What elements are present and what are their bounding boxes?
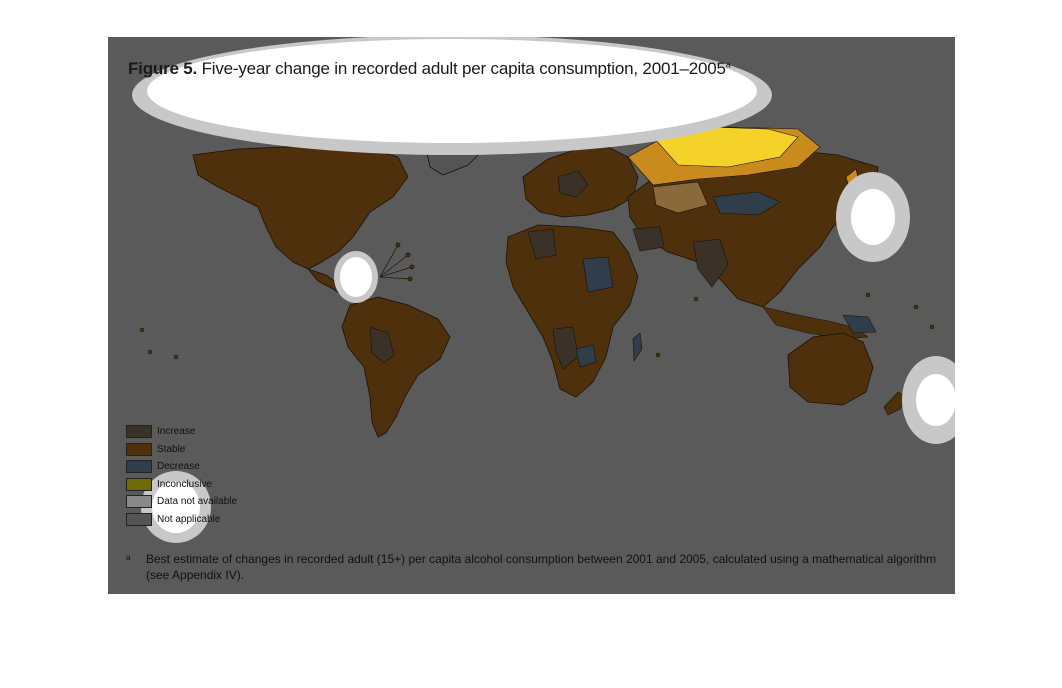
europe-increase xyxy=(557,170,589,198)
africa-increase-central xyxy=(552,326,579,370)
japan-overlay xyxy=(836,172,910,262)
legend-overlay xyxy=(141,471,211,543)
south-america-increase xyxy=(369,326,395,364)
figure-label: Figure 5. xyxy=(128,59,198,78)
figure-title-text: Five-year change in recorded adult per c… xyxy=(201,59,726,78)
legend-item: Not applicable xyxy=(126,511,237,529)
mongolia-decrease xyxy=(712,191,781,216)
footnote: a Best estimate of changes in recorded a… xyxy=(126,551,941,583)
figure-title: Figure 5. Five-year change in recorded a… xyxy=(128,59,731,79)
kazakhstan-highlight xyxy=(652,181,709,214)
legend-swatch xyxy=(126,425,152,439)
legend-item: Data not available xyxy=(126,493,237,511)
new-zealand-overlay xyxy=(902,356,955,444)
legend-swatch xyxy=(126,495,152,509)
papua-decrease xyxy=(842,314,877,334)
africa-decrease-sudan xyxy=(582,256,614,293)
legend-label: Increase xyxy=(157,426,196,438)
legend-item: Inconclusive xyxy=(126,476,237,494)
legend-swatch xyxy=(126,442,152,456)
africa-region xyxy=(505,224,639,398)
south-america-region xyxy=(341,296,451,438)
legend-swatch xyxy=(126,512,152,526)
legend-item: Increase xyxy=(126,423,237,441)
legend-swatch xyxy=(126,460,152,474)
title-overlay xyxy=(132,37,772,155)
legend-label: Stable xyxy=(157,443,186,455)
madagascar xyxy=(632,332,643,362)
legend-label: Decrease xyxy=(157,461,200,473)
caribbean-overlay xyxy=(334,251,378,303)
legend-item: Decrease xyxy=(126,458,237,476)
caribbean-callouts xyxy=(379,242,415,282)
middle-east-increase xyxy=(632,226,665,252)
title-footnote-mark: a xyxy=(725,59,731,70)
southeast-asia-islands xyxy=(762,306,869,340)
footnote-text: Best estimate of changes in recorded adu… xyxy=(146,552,937,582)
world-map xyxy=(132,37,955,543)
legend-item: Stable xyxy=(126,441,237,459)
legend-label: Inconclusive xyxy=(157,478,213,490)
legend-label: Not applicable xyxy=(157,513,221,525)
map-legend: Increase Stable Decrease Inconclusive Data n… xyxy=(126,423,237,528)
legend-label: Data not available xyxy=(157,496,238,508)
footnote-mark: a xyxy=(126,553,131,562)
north-america-region xyxy=(192,144,409,270)
africa-decrease-south xyxy=(575,344,597,368)
australia-region xyxy=(787,332,874,406)
legend-swatch xyxy=(126,477,152,491)
map-figure: Figure 5. Five-year change in recorded a… xyxy=(108,37,955,594)
africa-increase-north xyxy=(527,228,557,260)
india-increase xyxy=(692,238,729,288)
